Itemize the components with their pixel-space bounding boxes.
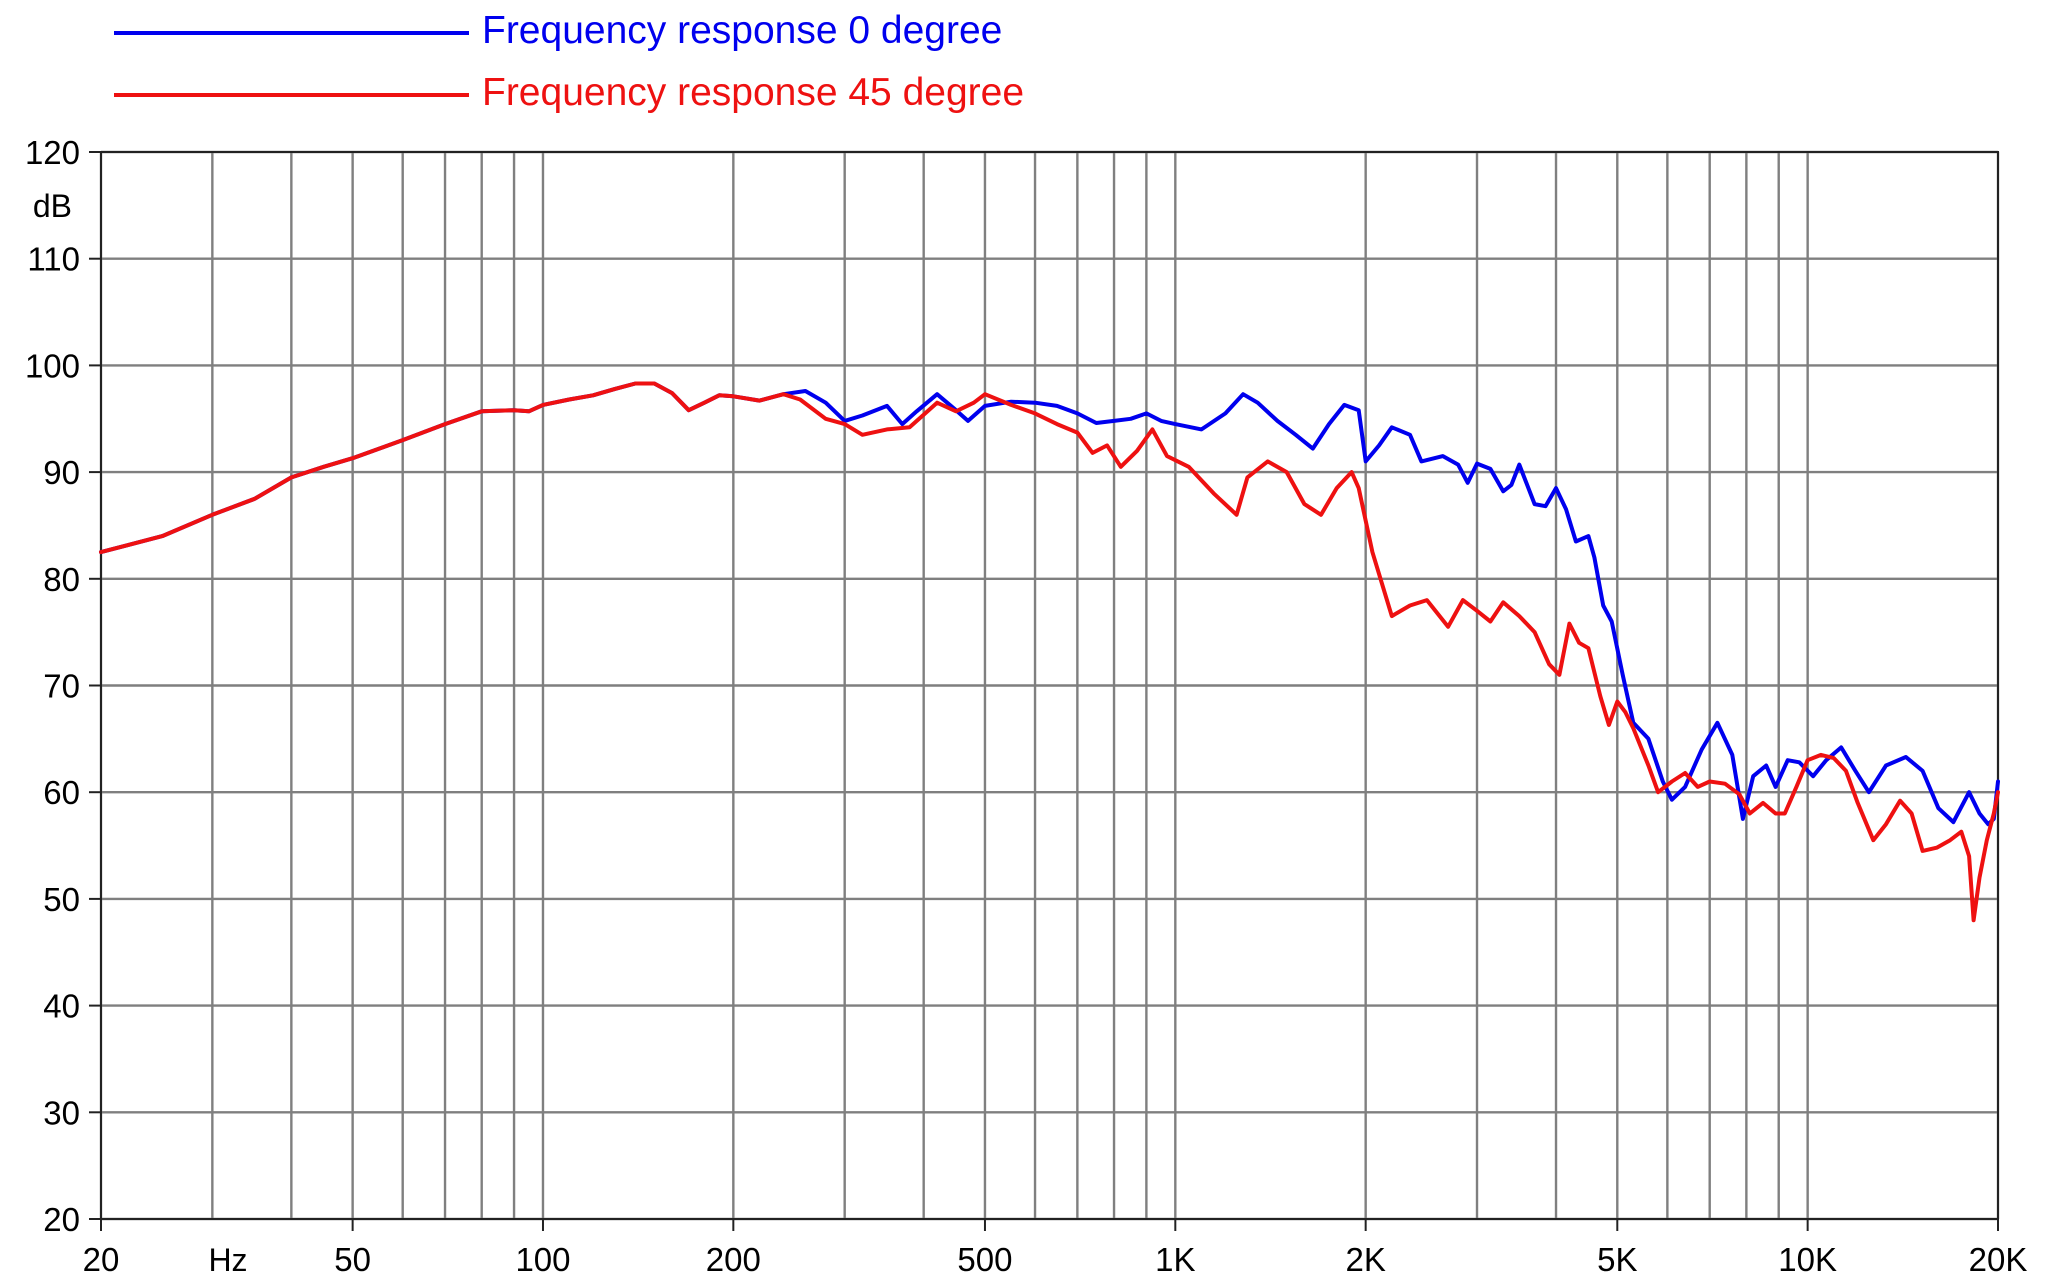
legend-label: Frequency response 0 degree bbox=[482, 9, 1002, 52]
x-tick-label: 100 bbox=[515, 1241, 570, 1278]
grid-layer bbox=[99, 150, 2000, 1221]
legend-label: Frequency response 45 degree bbox=[482, 71, 1024, 114]
y-tick-label: 120 bbox=[25, 134, 80, 171]
series-layer bbox=[99, 381, 2000, 923]
y-tick-label: 60 bbox=[43, 774, 80, 811]
y-tick-label: 30 bbox=[43, 1094, 80, 1131]
x-tick-label: 2K bbox=[1345, 1241, 1385, 1278]
x-unit-label: Hz bbox=[208, 1242, 247, 1278]
y-tick-label: 40 bbox=[43, 988, 80, 1025]
series-line-0-degree bbox=[99, 381, 2000, 827]
x-tick-label: 20K bbox=[1969, 1241, 2028, 1278]
y-tick-label: 80 bbox=[43, 561, 80, 598]
y-tick-label: 50 bbox=[43, 881, 80, 918]
x-tick-label: 5K bbox=[1597, 1241, 1637, 1278]
x-tick-label: 500 bbox=[957, 1241, 1012, 1278]
x-tick-label: 1K bbox=[1155, 1241, 1195, 1278]
series-line-45-degree bbox=[99, 381, 2000, 923]
y-unit-label: dB bbox=[33, 188, 72, 224]
x-tick-label: 50 bbox=[334, 1241, 371, 1278]
x-tick-label: 20 bbox=[83, 1241, 120, 1278]
x-tick-label: 10K bbox=[1778, 1241, 1837, 1278]
y-tick-label: 110 bbox=[27, 241, 80, 278]
y-tick-label: 70 bbox=[43, 668, 80, 705]
legend: Frequency response 0 degree Frequency res… bbox=[114, 9, 1024, 114]
x-tick-label: 200 bbox=[706, 1241, 761, 1278]
y-tick-label: 20 bbox=[43, 1201, 80, 1238]
y-tick-label: 90 bbox=[43, 454, 80, 491]
y-tick-label: 100 bbox=[25, 347, 80, 384]
